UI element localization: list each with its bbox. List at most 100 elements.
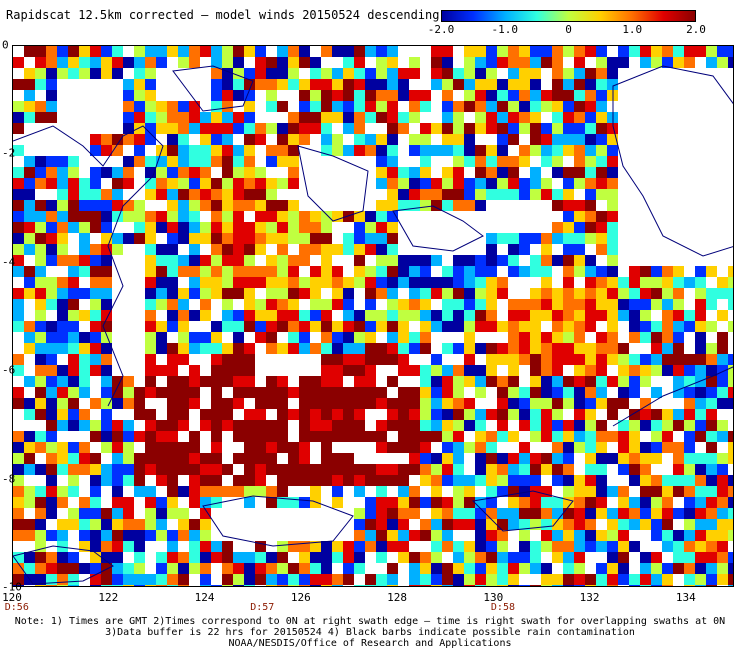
wind-cell xyxy=(728,552,733,563)
wind-cell xyxy=(310,563,321,574)
wind-cell xyxy=(112,244,123,255)
wind-cell xyxy=(387,233,398,244)
wind-cell xyxy=(57,244,68,255)
wind-cell xyxy=(145,189,156,200)
wind-cell xyxy=(629,288,640,299)
wind-cell xyxy=(112,541,123,552)
wind-cell xyxy=(486,453,497,464)
wind-cell xyxy=(321,299,332,310)
wind-cell xyxy=(673,475,684,486)
wind-cell xyxy=(123,112,134,123)
wind-cell xyxy=(277,343,288,354)
wind-cell xyxy=(365,79,376,90)
wind-cell xyxy=(629,266,640,277)
wind-cell xyxy=(288,211,299,222)
wind-cell xyxy=(387,255,398,266)
wind-cell xyxy=(640,475,651,486)
wind-cell xyxy=(68,574,79,585)
wind-cell xyxy=(299,387,310,398)
wind-cell xyxy=(387,343,398,354)
wind-cell xyxy=(519,508,530,519)
wind-cell xyxy=(288,310,299,321)
wind-cell xyxy=(464,574,475,585)
wind-cell xyxy=(167,343,178,354)
wind-cell xyxy=(211,189,222,200)
wind-cell xyxy=(255,68,266,79)
wind-cell xyxy=(266,233,277,244)
wind-cell xyxy=(255,79,266,90)
wind-cell xyxy=(277,585,288,586)
colorbar-label: -2.0 xyxy=(427,23,455,36)
wind-cell xyxy=(332,46,343,57)
wind-cell xyxy=(563,167,574,178)
wind-cell xyxy=(387,112,398,123)
wind-cell xyxy=(563,420,574,431)
wind-cell xyxy=(101,134,112,145)
wind-cell xyxy=(585,266,596,277)
wind-cell xyxy=(211,431,222,442)
wind-cell xyxy=(178,442,189,453)
wind-cell xyxy=(684,464,695,475)
wind-cell xyxy=(354,431,365,442)
wind-cell xyxy=(585,530,596,541)
wind-cell xyxy=(35,288,46,299)
colorbar-label: 1.0 xyxy=(622,23,643,36)
wind-cell xyxy=(563,310,574,321)
wind-cell xyxy=(277,398,288,409)
wind-cell xyxy=(607,244,618,255)
wind-cell xyxy=(332,145,343,156)
wind-cell xyxy=(508,365,519,376)
wind-cell xyxy=(376,420,387,431)
wind-cell xyxy=(354,365,365,376)
wind-cell xyxy=(574,299,585,310)
wind-cell xyxy=(453,409,464,420)
wind-cell xyxy=(266,321,277,332)
wind-cell xyxy=(79,497,90,508)
wind-cell xyxy=(563,299,574,310)
wind-cell xyxy=(563,200,574,211)
wind-cell xyxy=(79,409,90,420)
wind-cell xyxy=(90,145,101,156)
wind-cell xyxy=(387,79,398,90)
wind-cell xyxy=(354,585,365,586)
wind-cell xyxy=(189,178,200,189)
wind-cell xyxy=(255,475,266,486)
wind-cell xyxy=(68,552,79,563)
wind-cell xyxy=(453,79,464,90)
wind-cell xyxy=(398,255,409,266)
wind-cell xyxy=(640,365,651,376)
wind-cell xyxy=(46,156,57,167)
wind-cell xyxy=(244,277,255,288)
wind-cell xyxy=(376,101,387,112)
wind-cell xyxy=(673,266,684,277)
wind-cell xyxy=(596,332,607,343)
wind-cell xyxy=(134,134,145,145)
wind-cell xyxy=(409,310,420,321)
wind-cell xyxy=(453,189,464,200)
wind-cell xyxy=(24,244,35,255)
wind-cell xyxy=(596,343,607,354)
wind-cell xyxy=(728,519,733,530)
wind-cell xyxy=(398,189,409,200)
wind-cell xyxy=(123,574,134,585)
wind-cell xyxy=(585,453,596,464)
wind-cell xyxy=(90,222,101,233)
wind-cell xyxy=(222,189,233,200)
wind-cell xyxy=(255,123,266,134)
wind-cell xyxy=(552,409,563,420)
wind-cell xyxy=(13,211,24,222)
wind-cell xyxy=(508,508,519,519)
wind-cell xyxy=(222,233,233,244)
wind-cell xyxy=(629,574,640,585)
wind-cell xyxy=(299,233,310,244)
wind-cell xyxy=(684,277,695,288)
wind-cell xyxy=(420,101,431,112)
wind-cell xyxy=(35,46,46,57)
wind-cell xyxy=(112,189,123,200)
wind-cell xyxy=(101,46,112,57)
wind-cell xyxy=(112,530,123,541)
wind-cell xyxy=(79,442,90,453)
wind-cell xyxy=(354,552,365,563)
wind-cell xyxy=(387,211,398,222)
wind-cell xyxy=(717,420,728,431)
